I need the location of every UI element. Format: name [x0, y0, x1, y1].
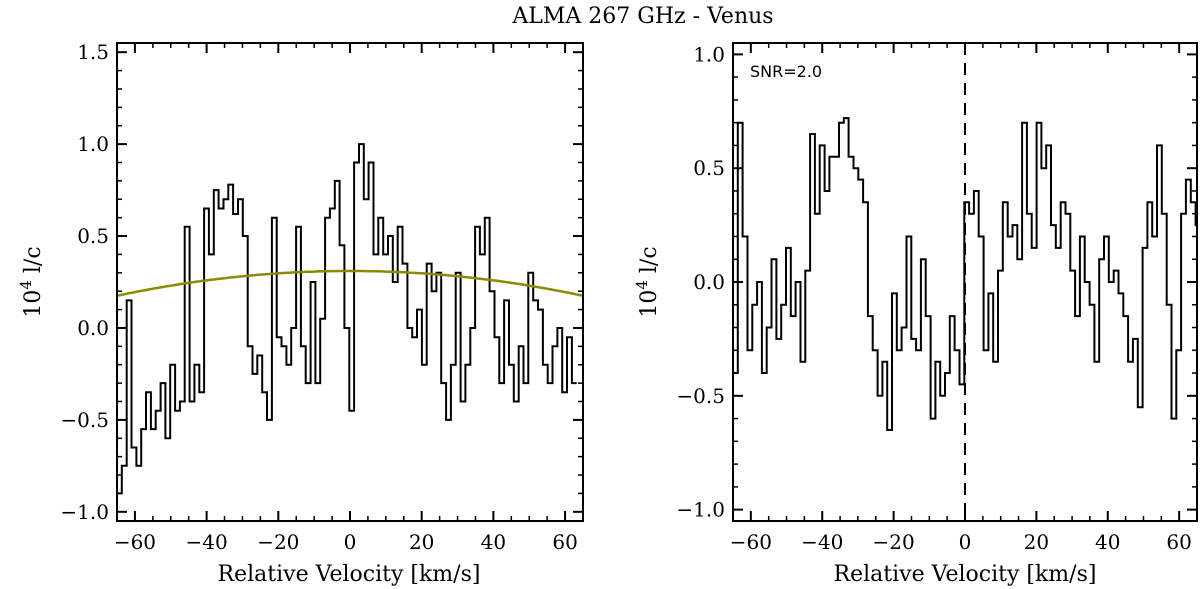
right-x-tick-label: 0 — [959, 530, 972, 554]
left-x-tick-label: −60 — [114, 530, 156, 554]
left-spectrum-line — [117, 143, 577, 495]
left-y-tick-label: −0.5 — [60, 408, 109, 432]
snr-annotation: SNR=2.0 — [750, 62, 822, 81]
left-plot-content: −60 −40 −20 0 20 40 60 −1.0 −0.5 0.0 0.5 1.0 1.5 — [60, 40, 584, 554]
left-y-axis-title: 104 l/c — [17, 246, 46, 317]
left-y-tick-label: 0.5 — [77, 224, 109, 248]
right-plot-content: −60 −40 −20 0 20 40 60 −1.0 −0.5 0.0 0.5 1.0 — [676, 42, 1198, 554]
right-x-tick-label: 60 — [1166, 530, 1191, 554]
right-x-tick-label: 40 — [1095, 530, 1120, 554]
left-y-axis-title-base: 10 — [21, 290, 46, 318]
right-y-tick-label: 0.0 — [693, 270, 725, 294]
right-y-tick-label: 0.5 — [693, 156, 725, 180]
left-y-tick-label: −1.0 — [60, 500, 109, 524]
right-x-axis-title: Relative Velocity [km/s] — [834, 562, 1097, 587]
right-x-tick-label: 20 — [1024, 530, 1049, 554]
left-y-tick-label: 1.5 — [77, 40, 109, 64]
left-x-tick-label: 40 — [481, 530, 506, 554]
right-x-tick-label: −40 — [801, 530, 843, 554]
left-y-tick-label: 0.0 — [77, 316, 109, 340]
right-x-tick-label: −20 — [873, 530, 915, 554]
right-y-tick-label: −0.5 — [676, 384, 725, 408]
right-y-axis-title-exponent: 4 — [633, 280, 651, 290]
right-x-tick-label: −60 — [730, 530, 772, 554]
left-y-axis-title-exponent: 4 — [17, 280, 35, 290]
left-panel: −60 −40 −20 0 20 40 60 −1.0 −0.5 0.0 0.5 1.0 1.5 Rel… — [17, 40, 584, 587]
right-y-tick-label: −1.0 — [676, 498, 725, 522]
right-y-tick-label: 1.0 — [693, 42, 725, 66]
right-y-axis-title-unit: l/c — [637, 246, 662, 280]
left-model-curve — [117, 269, 583, 298]
left-y-axis-title-unit: l/c — [21, 246, 46, 280]
right-y-axis-title-base: 10 — [637, 290, 662, 318]
left-x-tick-label: 60 — [552, 530, 577, 554]
left-x-tick-label: −40 — [186, 530, 228, 554]
right-panel: −60 −40 −20 0 20 40 60 −1.0 −0.5 0.0 0.5 1.0 SNR=2.… — [633, 42, 1198, 587]
left-x-axis-title: Relative Velocity [km/s] — [218, 562, 481, 587]
figure-title: ALMA 267 GHz - Venus — [511, 4, 773, 29]
right-y-axis-title: 104 l/c — [633, 246, 662, 317]
right-spectrum-line — [733, 117, 1197, 431]
left-x-tick-label: −20 — [257, 530, 299, 554]
left-x-tick-label: 0 — [344, 530, 357, 554]
left-x-tick-label: 20 — [409, 530, 434, 554]
left-y-tick-label: 1.0 — [77, 132, 109, 156]
